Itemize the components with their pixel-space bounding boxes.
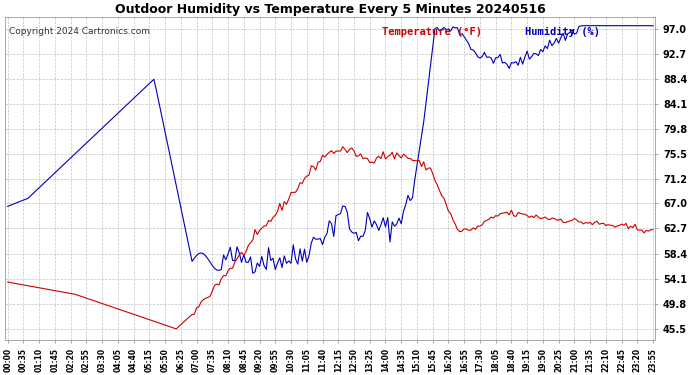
Text: Copyright 2024 Cartronics.com: Copyright 2024 Cartronics.com [9,27,150,36]
Title: Outdoor Humidity vs Temperature Every 5 Minutes 20240516: Outdoor Humidity vs Temperature Every 5 … [115,3,546,16]
Text: Temperature (°F): Temperature (°F) [382,27,482,37]
Text: Humidity (%): Humidity (%) [525,27,600,37]
